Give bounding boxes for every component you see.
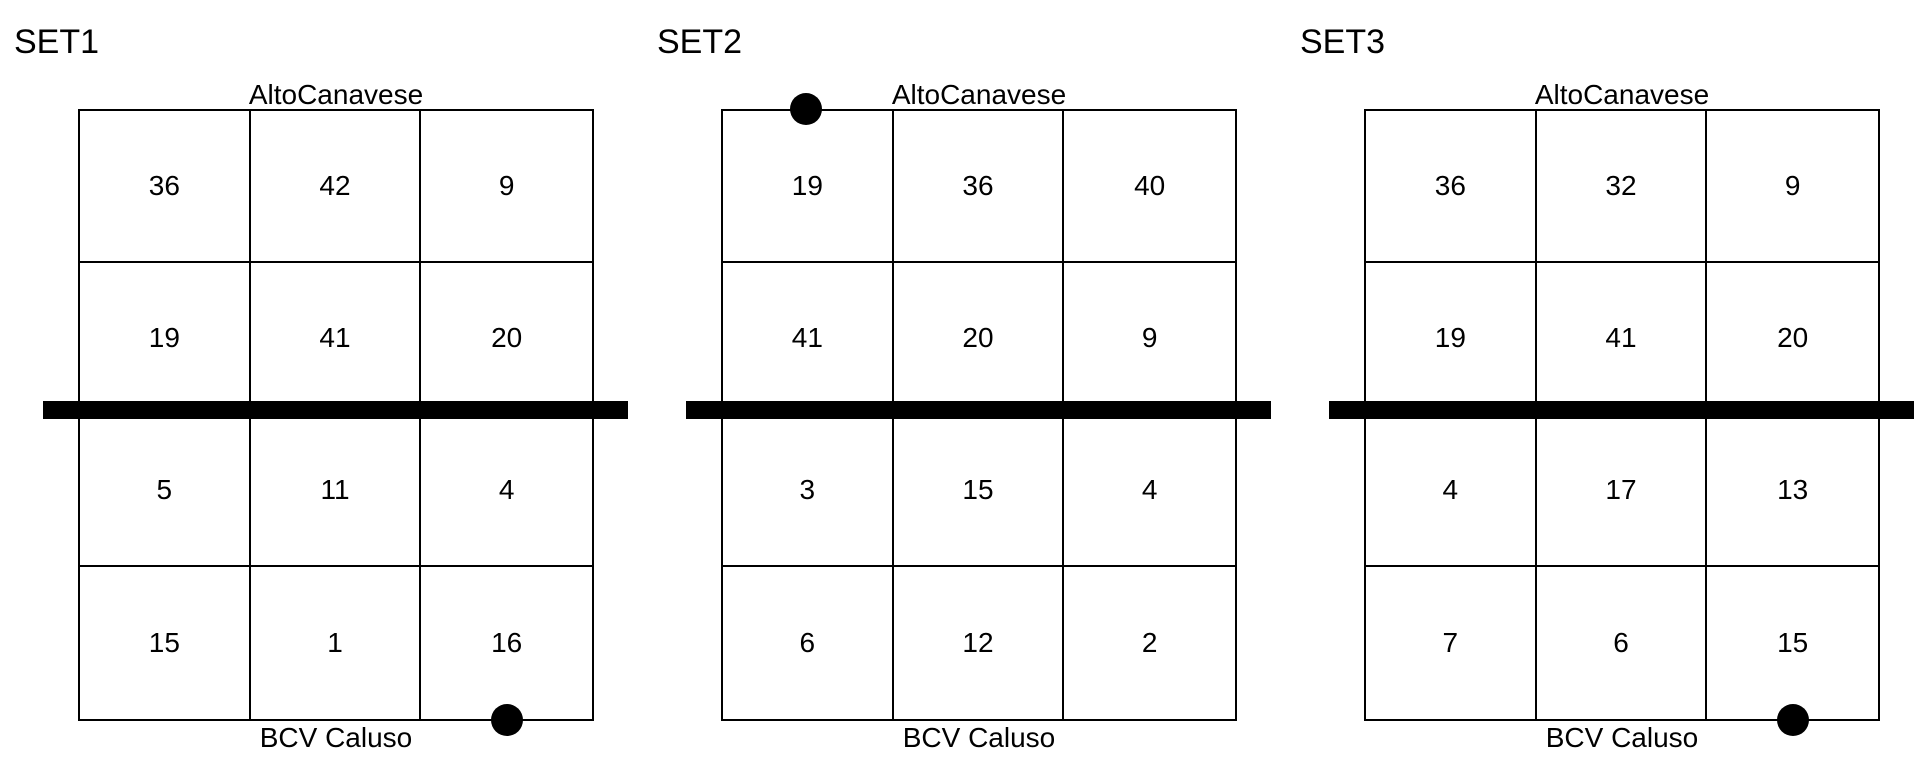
top-team-label: AltoCanavese (248, 79, 424, 110)
player-cell: 20 (893, 263, 1065, 415)
player-cell: 3 (723, 415, 894, 567)
player-cell: 41 (1536, 263, 1708, 415)
player-cell: 42 (250, 111, 422, 263)
player-cell: 20 (421, 263, 592, 415)
top-team-label: AltoCanavese (891, 79, 1067, 110)
player-cell: 9 (1064, 263, 1235, 415)
player-cell: 5 (80, 415, 251, 567)
player-cell: 41 (723, 263, 894, 415)
player-cell: 9 (421, 111, 592, 263)
player-cell: 4 (1366, 415, 1537, 567)
player-cell: 16 (491, 627, 523, 658)
player-cell: 6 (1537, 567, 1708, 719)
player-cell: 4 (421, 415, 592, 567)
player-cell: 2 (1141, 627, 1158, 658)
player-cell: 15 (80, 567, 251, 719)
player-cell: 7 (1366, 567, 1537, 719)
player-cell: 20 (1707, 263, 1878, 415)
player-cell: 17 (1536, 415, 1708, 567)
net-line (43, 401, 628, 419)
player-cell: 36 (80, 111, 251, 263)
net-line (1329, 401, 1914, 419)
bottom-team-label: BCV Caluso (1545, 722, 1699, 753)
player-cell: 4 (1064, 415, 1235, 567)
player-cell: 36 (893, 111, 1065, 263)
player-cell: 11 (250, 415, 422, 567)
player-cell: 6 (723, 567, 894, 719)
player-cell: 9 (1707, 111, 1878, 263)
player-cell: 19 (723, 111, 894, 263)
player-cell: 15 (1777, 627, 1809, 658)
player-cell: 36 (1366, 111, 1537, 263)
player-cell: 15 (893, 415, 1065, 567)
player-cell: 19 (1366, 263, 1537, 415)
serve-marker (790, 93, 822, 125)
player-cell: 1 (251, 567, 422, 719)
set-title: SET3 (1300, 23, 1386, 61)
player-cell: 32 (1536, 111, 1708, 263)
player-cell: 12 (894, 567, 1065, 719)
player-cell: 40 (1064, 111, 1235, 263)
serve-marker (491, 704, 523, 736)
net-line (686, 401, 1271, 419)
bottom-team-label: BCV Caluso (259, 722, 413, 753)
bottom-team-label: BCV Caluso (902, 722, 1056, 753)
player-cell: 19 (80, 263, 251, 415)
set-title: SET1 (14, 23, 100, 61)
top-team-label: AltoCanavese (1534, 79, 1710, 110)
set-title: SET2 (657, 23, 743, 61)
player-cell: 41 (250, 263, 422, 415)
player-cell: 13 (1707, 415, 1878, 567)
serve-marker (1777, 704, 1809, 736)
